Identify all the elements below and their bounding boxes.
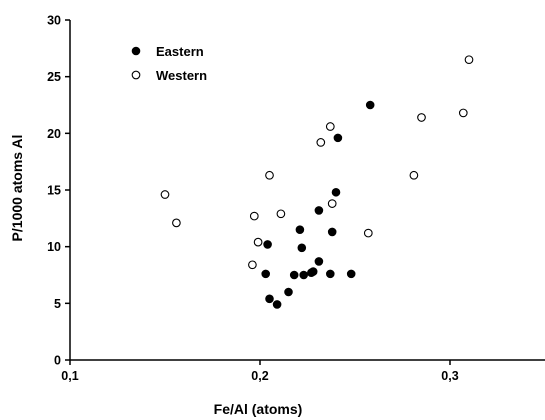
legend-marker-eastern (131, 46, 141, 56)
eastern-point (272, 300, 282, 309)
eastern-point (326, 269, 335, 279)
tick-labels: 0 5 10 15 20 25 30 0,1 0,2 0,3 (47, 14, 459, 384)
eastern-point (314, 257, 324, 266)
x-axis-title: Fe/Al (atoms) (214, 401, 303, 417)
eastern-point (308, 267, 318, 276)
eastern-point (265, 294, 274, 304)
y-tick-label: 15 (47, 184, 61, 198)
y-tick-label: 0 (54, 354, 61, 368)
western-point (248, 260, 257, 270)
western-point (464, 55, 474, 65)
eastern-point (261, 269, 271, 279)
x-tick-label: 0,3 (441, 369, 458, 383)
eastern-point (331, 187, 341, 197)
eastern-point (284, 287, 293, 297)
y-axis-title: P/1000 atoms Al (9, 135, 25, 242)
eastern-point (365, 100, 375, 110)
data-points (160, 55, 474, 309)
y-tick-label: 25 (47, 70, 61, 84)
western-point (327, 199, 337, 208)
axes (69, 20, 545, 361)
western-point (253, 237, 263, 247)
legend: Eastern Western (131, 44, 207, 83)
legend-marker-western (131, 70, 141, 80)
eastern-point (295, 225, 305, 234)
western-point (417, 113, 426, 122)
y-tick-label: 30 (47, 14, 61, 28)
western-point (265, 170, 274, 180)
western-point (363, 228, 373, 238)
y-tick-label: 10 (47, 240, 61, 254)
western-point (458, 108, 468, 118)
eastern-point (297, 243, 307, 253)
eastern-point (333, 133, 343, 143)
eastern-point (263, 240, 272, 249)
x-tick-label: 0,2 (251, 369, 268, 383)
western-point (172, 218, 181, 228)
eastern-point (299, 270, 309, 280)
eastern-point (314, 206, 324, 215)
western-point (276, 209, 286, 219)
x-tick-label: 0,1 (61, 369, 78, 383)
y-tick-label: 20 (47, 127, 61, 141)
legend-label-western: Western (156, 68, 207, 83)
eastern-point (289, 270, 299, 280)
y-tick-label: 5 (54, 297, 61, 311)
western-point (316, 138, 326, 147)
western-point (160, 190, 170, 199)
eastern-point (327, 227, 337, 237)
western-point (249, 211, 259, 221)
eastern-point (346, 269, 356, 279)
western-point (325, 122, 335, 131)
western-point (409, 170, 419, 180)
legend-label-eastern: Eastern (156, 44, 204, 59)
